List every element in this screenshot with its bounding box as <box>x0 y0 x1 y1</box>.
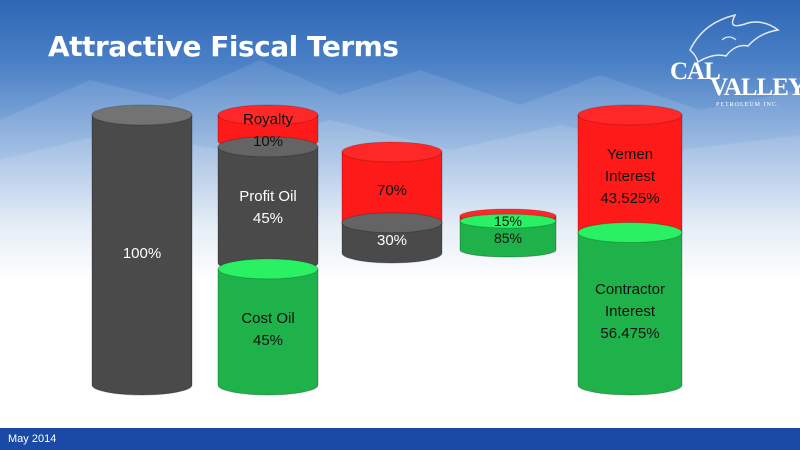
cylinder-contractor-split-segment-1-top <box>459 213 557 229</box>
slide-title: Attractive Fiscal Terms <box>48 30 399 63</box>
cylinder-profit-oil-split-segment-0-label: 70% <box>376 182 408 199</box>
footer-date: May 2014 <box>8 433 57 445</box>
eagle-icon <box>689 13 780 64</box>
logo-tagline: PETROLEUM INC. <box>716 102 780 108</box>
cylinder-split-segment-1-label: Profit Oil 45% <box>239 188 297 227</box>
cylinder-split-segment-0-label: Royalty 10% <box>242 111 294 150</box>
cylinder-contractor-split-segment-1 <box>459 220 557 258</box>
logo-word-valley: VALLEY <box>710 74 800 101</box>
cylinder-total-segment-0 <box>91 114 193 396</box>
cylinder-final-segment-0-label: Yemen Interest 43.525% <box>600 146 660 207</box>
cylinder-total-segment-0-label: 100% <box>122 245 162 262</box>
cylinder-split-segment-1-top <box>217 136 319 158</box>
cylinder-final-segment-1 <box>577 232 683 396</box>
cylinder-total-segment-0-top <box>91 104 193 126</box>
cylinder-profit-oil-split-segment-1-top <box>341 212 443 234</box>
footer-bar: May 2014 <box>0 428 800 450</box>
cylinder-final-segment-1-top <box>577 222 683 244</box>
cylinder-split-segment-0-top <box>217 104 319 126</box>
cylinder-profit-oil-split-segment-0-top <box>341 141 443 163</box>
cylinder-contractor-split-segment-0-label: 15% <box>493 213 523 229</box>
company-logo: CAL VALLEY PETROLEUM INC. <box>660 10 800 110</box>
cylinder-split-segment-2-top <box>217 258 319 280</box>
cylinder-contractor-split-segment-1-label: 85% <box>493 230 523 246</box>
cylinder-split-segment-2-label: Cost Oil 45% <box>241 310 295 349</box>
cylinder-final-segment-0-top <box>577 104 683 126</box>
cylinder-profit-oil-split-segment-1 <box>341 222 443 264</box>
logo-word-cal: CAL <box>670 58 721 85</box>
cylinder-split-segment-2 <box>217 268 319 396</box>
cylinder-profit-oil-split-segment-1-label: 30% <box>376 232 408 249</box>
cylinder-final-segment-1-label: Contractor Interest 56.475% <box>594 281 666 342</box>
